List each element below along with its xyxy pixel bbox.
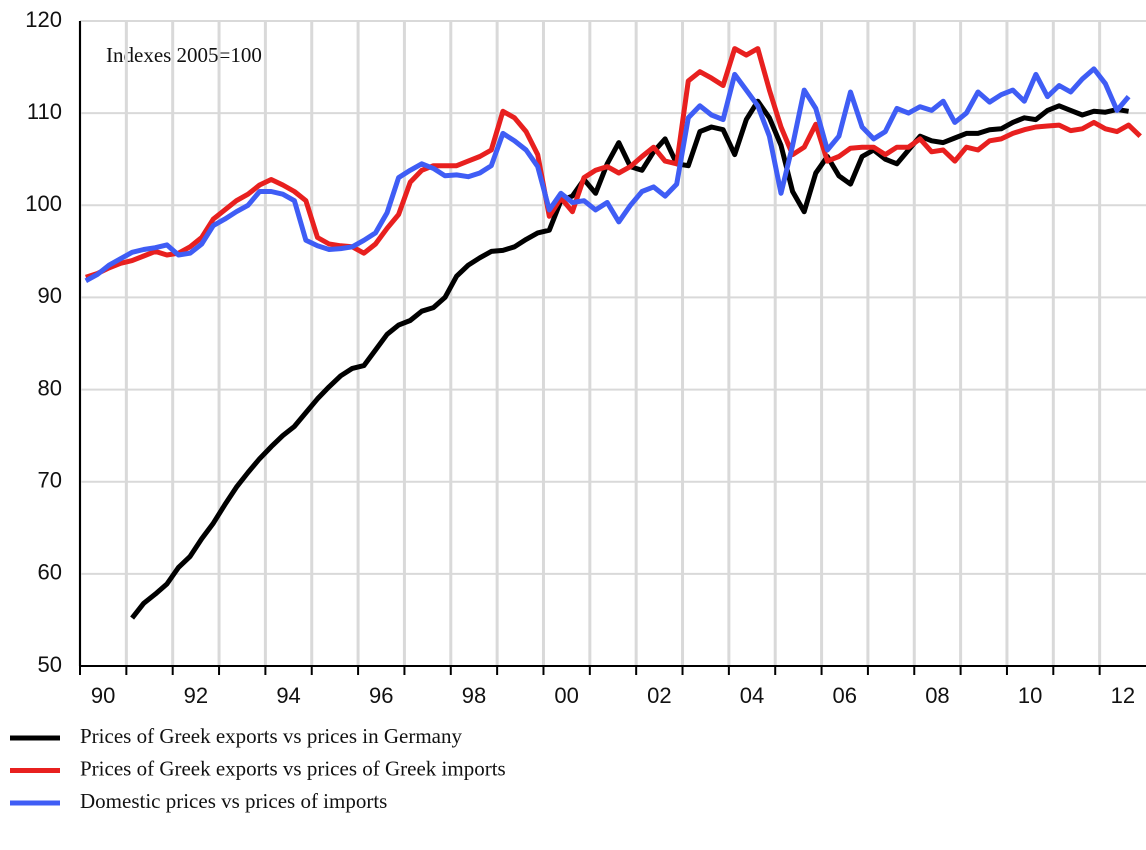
x-tick-label: 12	[1111, 683, 1135, 708]
x-tick-label: 02	[647, 683, 671, 708]
y-tick-label: 120	[25, 7, 62, 32]
series-line	[130, 98, 1129, 620]
x-tick-label: 04	[740, 683, 764, 708]
legend-label: Domestic prices vs prices of imports	[80, 789, 387, 813]
y-tick-label: 70	[38, 468, 62, 493]
y-tick-label: 100	[25, 191, 62, 216]
x-tick-label: 00	[554, 683, 578, 708]
y-tick-label: 50	[38, 652, 62, 677]
y-tick-label: 90	[38, 283, 62, 308]
y-tick-label: 60	[38, 560, 62, 585]
x-tick-label: 90	[91, 683, 115, 708]
x-tick-label: 10	[1018, 683, 1042, 708]
y-tick-label: 80	[38, 375, 62, 400]
x-tick-label: 92	[184, 683, 208, 708]
x-tick-label: 06	[832, 683, 856, 708]
x-tick-label: 08	[925, 683, 949, 708]
x-tick-label: 98	[462, 683, 486, 708]
legend-label: Prices of Greek exports vs prices in Ger…	[80, 724, 462, 748]
y-tick-label: 110	[27, 99, 62, 124]
legend-label: Prices of Greek exports vs prices of Gre…	[80, 756, 506, 780]
x-tick-label: 94	[276, 683, 300, 708]
series-line	[85, 46, 1142, 280]
x-tick-label: 96	[369, 683, 393, 708]
annotation: Indexes 2005=100	[106, 43, 262, 67]
series-line	[84, 66, 1131, 283]
